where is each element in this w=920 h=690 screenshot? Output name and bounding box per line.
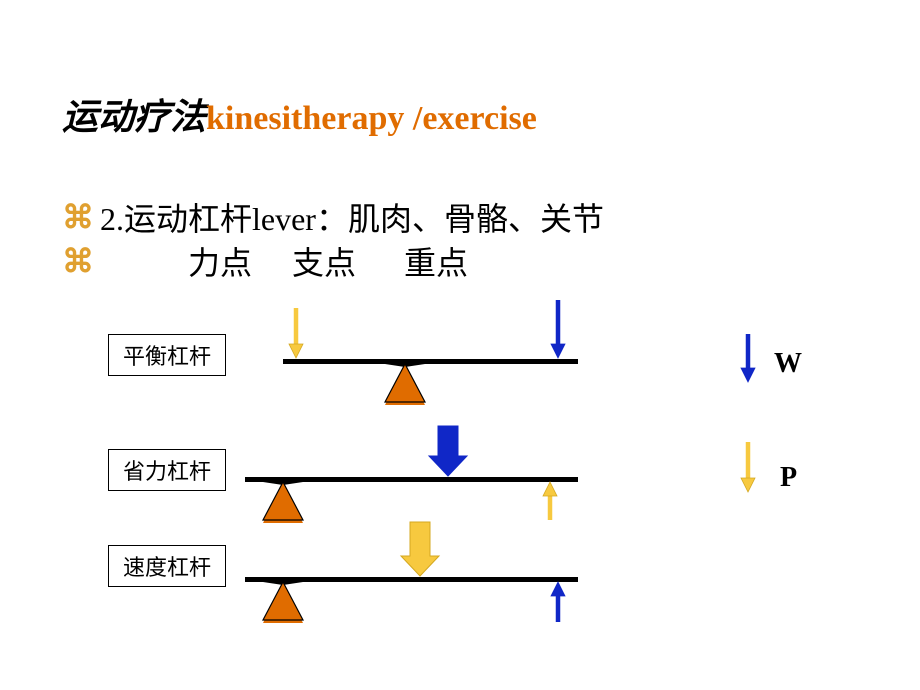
legend-W: W [774, 348, 802, 380]
legend-P: P [780, 462, 797, 494]
arrows-layer [0, 0, 920, 690]
